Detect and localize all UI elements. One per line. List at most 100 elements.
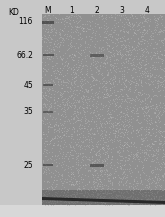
Point bbox=[114, 74, 117, 78]
Point bbox=[155, 201, 158, 204]
Point bbox=[56, 163, 59, 167]
Point bbox=[73, 131, 76, 134]
Point bbox=[80, 52, 83, 55]
Text: KD: KD bbox=[8, 8, 19, 17]
Point bbox=[130, 120, 133, 124]
Point bbox=[154, 165, 156, 169]
Point bbox=[105, 81, 108, 85]
Point bbox=[155, 182, 157, 185]
Point bbox=[94, 66, 97, 69]
Point bbox=[135, 181, 137, 184]
Point bbox=[153, 85, 156, 89]
Point bbox=[145, 19, 147, 22]
Point bbox=[127, 144, 129, 147]
Point bbox=[97, 158, 99, 161]
Point bbox=[91, 111, 94, 115]
Point bbox=[99, 169, 101, 173]
Point bbox=[81, 97, 84, 100]
Point bbox=[82, 112, 85, 116]
Point bbox=[48, 19, 51, 23]
Point bbox=[102, 60, 105, 64]
Point bbox=[129, 48, 132, 52]
Point bbox=[159, 76, 162, 79]
Point bbox=[60, 57, 63, 60]
Point bbox=[113, 134, 116, 137]
Point bbox=[95, 66, 97, 69]
Point bbox=[158, 201, 161, 204]
Point bbox=[51, 161, 53, 164]
Point bbox=[146, 144, 148, 148]
Point bbox=[92, 146, 95, 150]
Point bbox=[78, 100, 80, 104]
Point bbox=[70, 57, 73, 60]
Point bbox=[91, 194, 94, 197]
Point bbox=[155, 139, 158, 143]
Point bbox=[76, 118, 78, 122]
Point bbox=[47, 189, 50, 193]
Point bbox=[61, 150, 64, 153]
Point bbox=[53, 197, 55, 201]
Point bbox=[42, 160, 44, 164]
Point bbox=[45, 94, 47, 97]
Point bbox=[62, 80, 64, 83]
Point bbox=[67, 202, 70, 205]
Point bbox=[121, 77, 123, 80]
Point bbox=[152, 178, 154, 182]
Point bbox=[132, 16, 135, 19]
Point bbox=[44, 154, 46, 157]
Point bbox=[77, 186, 79, 190]
Point bbox=[97, 92, 99, 95]
Point bbox=[155, 80, 158, 83]
Point bbox=[46, 134, 48, 137]
Point bbox=[119, 201, 121, 204]
Point bbox=[88, 158, 91, 161]
Point bbox=[98, 184, 100, 188]
Point bbox=[125, 187, 127, 191]
Point bbox=[119, 191, 122, 194]
Point bbox=[67, 135, 69, 138]
Point bbox=[81, 124, 83, 127]
Point bbox=[147, 203, 150, 206]
Point bbox=[124, 21, 127, 24]
Point bbox=[114, 104, 116, 107]
Point bbox=[159, 119, 161, 123]
Point bbox=[149, 74, 151, 77]
Point bbox=[95, 18, 98, 21]
Point bbox=[63, 97, 66, 100]
Point bbox=[108, 203, 111, 207]
Point bbox=[50, 170, 53, 174]
Point bbox=[121, 128, 124, 131]
Point bbox=[135, 64, 138, 67]
Point bbox=[52, 172, 55, 175]
Point bbox=[85, 26, 88, 30]
Point bbox=[95, 186, 97, 190]
Point bbox=[118, 28, 121, 31]
Point bbox=[82, 144, 85, 148]
Point bbox=[63, 194, 66, 197]
Point bbox=[114, 198, 117, 201]
Point bbox=[100, 146, 103, 149]
Point bbox=[81, 163, 84, 166]
Point bbox=[65, 150, 68, 154]
Point bbox=[81, 105, 83, 109]
Point bbox=[56, 134, 59, 137]
Point bbox=[45, 194, 48, 197]
Point bbox=[122, 145, 124, 148]
Point bbox=[113, 128, 116, 131]
Point bbox=[87, 181, 90, 184]
Point bbox=[105, 26, 108, 30]
Point bbox=[83, 189, 86, 192]
Point bbox=[158, 143, 161, 146]
Point bbox=[69, 90, 71, 93]
Point bbox=[70, 171, 73, 175]
Point bbox=[142, 13, 145, 16]
Point bbox=[73, 193, 75, 196]
Point bbox=[66, 68, 69, 72]
Point bbox=[139, 99, 141, 103]
Point bbox=[51, 180, 54, 184]
Point bbox=[62, 120, 65, 123]
Point bbox=[89, 129, 92, 132]
Point bbox=[162, 175, 165, 179]
Point bbox=[151, 107, 154, 110]
Point bbox=[132, 81, 135, 84]
